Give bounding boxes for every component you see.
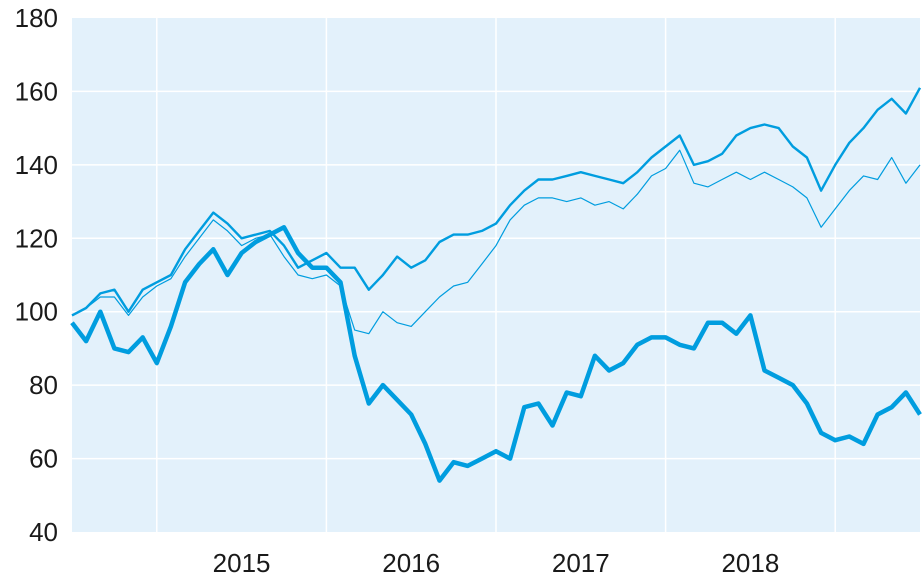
y-tick-label: 100 <box>15 297 58 327</box>
series-line-thin <box>71 149 921 335</box>
series-lines <box>70 87 922 483</box>
y-tick-label: 160 <box>15 76 58 106</box>
x-tick-label: 2017 <box>552 548 610 578</box>
x-tick-label: 2018 <box>721 548 779 578</box>
y-tick-label: 60 <box>29 444 58 474</box>
y-tick-label: 40 <box>29 517 58 547</box>
y-tick-label: 80 <box>29 370 58 400</box>
x-tick-label: 2016 <box>382 548 440 578</box>
y-tick-label: 180 <box>15 3 58 33</box>
gridlines <box>72 18 920 532</box>
series-line-medium <box>71 87 922 317</box>
y-tick-label: 140 <box>15 150 58 180</box>
x-tick-label: 2015 <box>213 548 271 578</box>
y-axis: 40 60 80 100 120 140 160 180 <box>15 3 58 547</box>
x-axis: 2015 2016 2017 2018 <box>213 548 780 578</box>
series-line-thick <box>70 225 922 483</box>
y-tick-label: 120 <box>15 223 58 253</box>
